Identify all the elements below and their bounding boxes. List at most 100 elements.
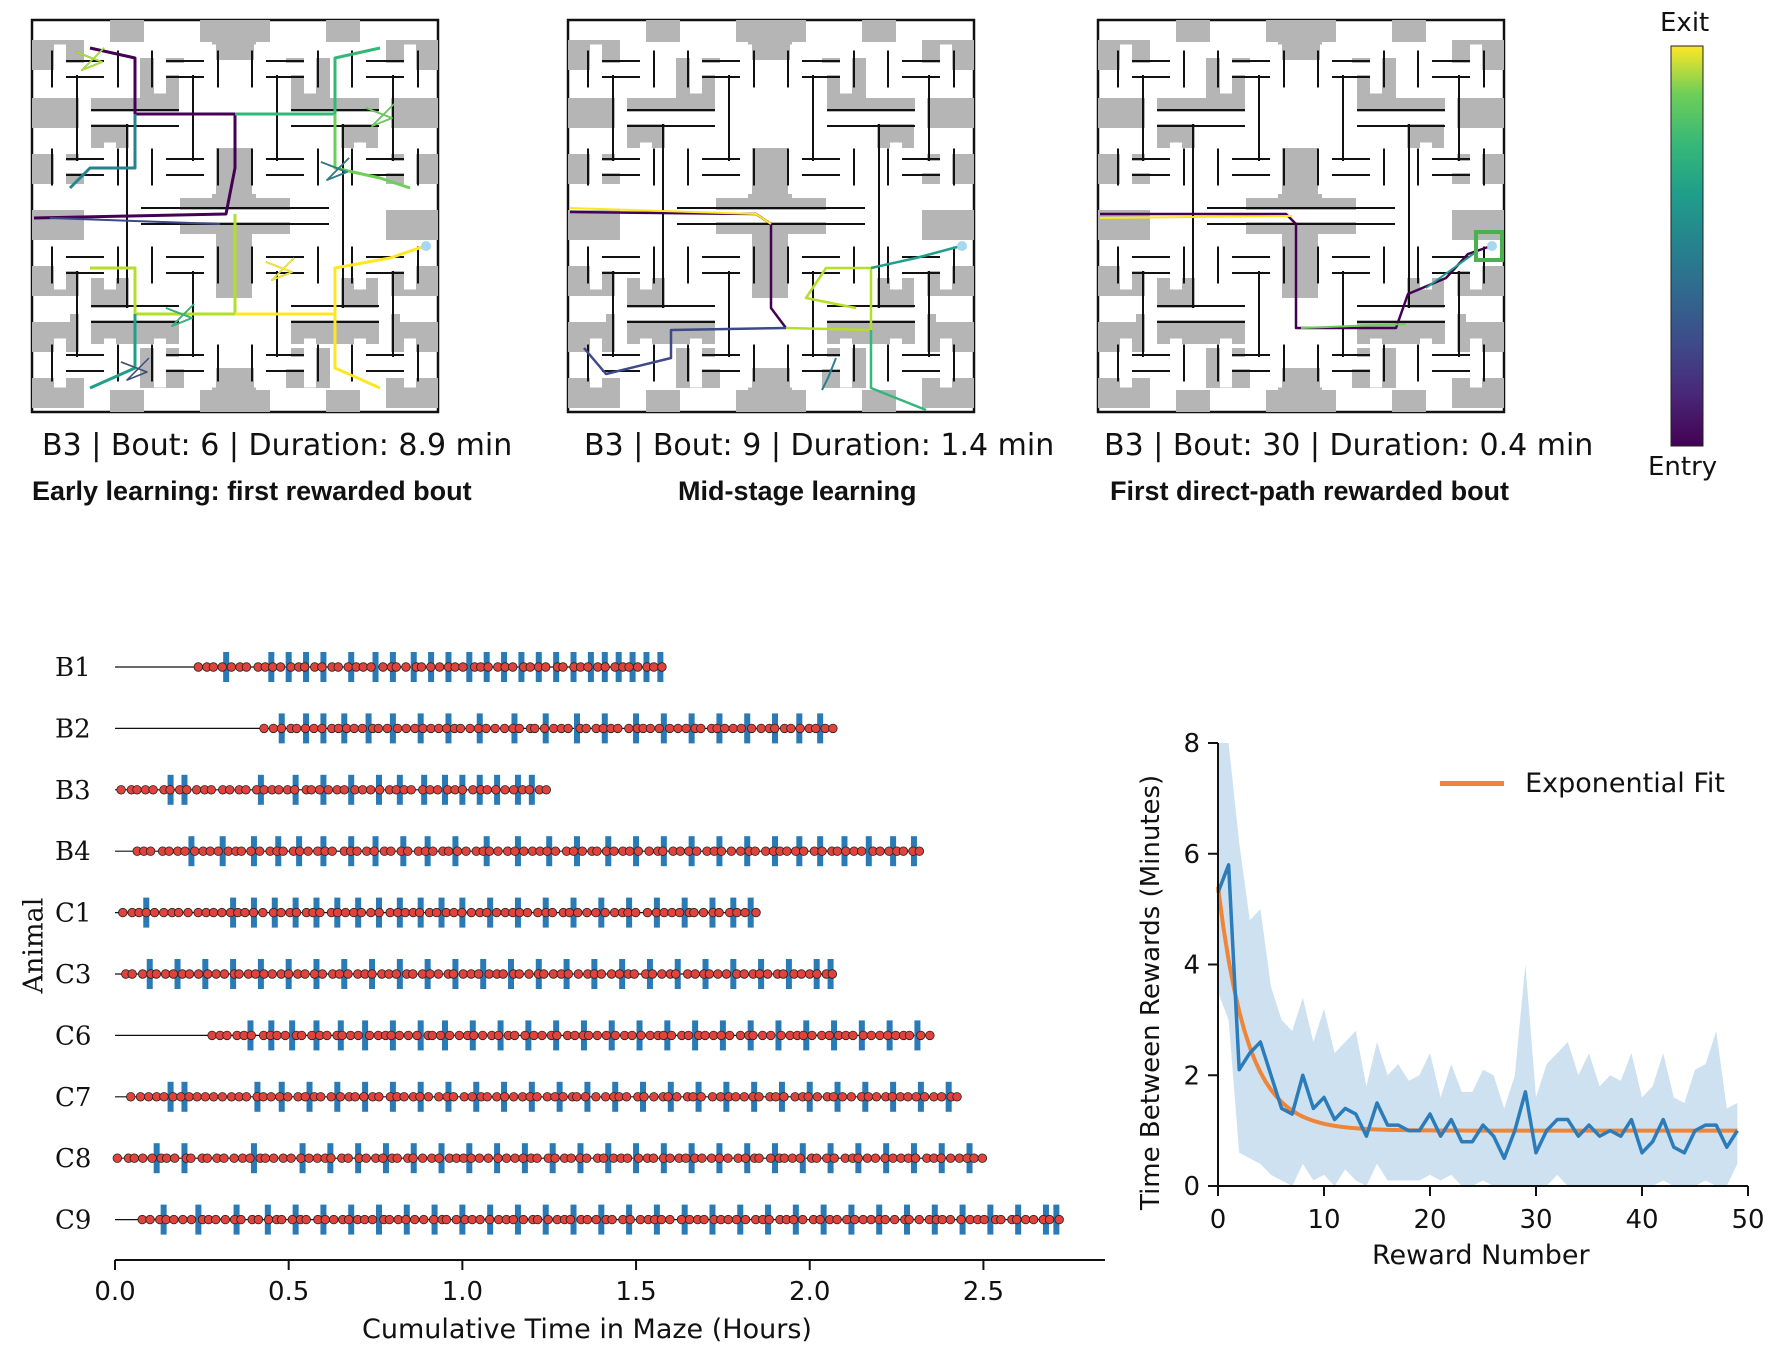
maze-corridor [254, 44, 266, 94]
event-dot [218, 785, 228, 795]
animal-label: B4 [55, 837, 91, 867]
reward-tick [695, 1081, 702, 1112]
maze-corridor [1151, 112, 1251, 124]
event-dot [275, 1092, 285, 1102]
event-dot [181, 1153, 192, 1163]
maze-block [326, 390, 360, 412]
maze-block [110, 390, 144, 412]
event-dot [467, 1214, 477, 1225]
event-dot [415, 1092, 425, 1102]
event-dot [642, 662, 652, 672]
event-dot [419, 1214, 429, 1225]
event-dot [443, 785, 453, 795]
reward-tick [476, 774, 483, 805]
reward-tick [514, 897, 521, 928]
reward-tick [591, 959, 598, 989]
reward-tick [660, 836, 667, 867]
event-dot [624, 723, 634, 734]
event-dot [633, 1092, 643, 1102]
maze-corridor [715, 69, 727, 167]
maze-block [736, 390, 806, 412]
event-dot [474, 1153, 485, 1163]
reward-tick [664, 1020, 671, 1051]
reward-tick [230, 897, 237, 928]
event-dot [352, 1214, 363, 1225]
reward-tick [459, 774, 466, 805]
reward-tick [466, 1143, 473, 1174]
event-dot [903, 1153, 914, 1163]
event-dot [795, 723, 805, 734]
event-dot [367, 1092, 378, 1102]
maze-corridor [1170, 240, 1182, 290]
reward-tick [890, 836, 897, 867]
maze-corridor [1170, 338, 1182, 388]
maze-corridor [1220, 338, 1232, 388]
event-dot [482, 1092, 492, 1102]
event-dot [761, 846, 771, 856]
reward-tick [525, 1020, 532, 1051]
event-dot [369, 846, 379, 856]
event-dot [744, 1030, 754, 1041]
event-dot [481, 723, 491, 734]
reward-tick [640, 1081, 646, 1112]
event-dot [197, 1214, 208, 1225]
reward-tick [445, 1081, 452, 1112]
reward-tick [890, 1081, 897, 1112]
event-dot [229, 1153, 239, 1163]
event-dot [335, 1092, 346, 1102]
trajectory [49, 217, 221, 225]
event-dot [484, 969, 494, 979]
event-dot [681, 1153, 691, 1163]
reward-tick [355, 897, 362, 928]
event-dot [403, 1030, 414, 1041]
reward-tick [521, 1143, 528, 1174]
maze-corridor [896, 161, 946, 173]
event-dot [437, 1214, 447, 1225]
trajectory [68, 114, 137, 190]
event-dot [945, 1153, 956, 1163]
event-dot [137, 1214, 147, 1225]
event-dot [514, 723, 525, 734]
maze-corridor [621, 308, 721, 320]
event-dot [575, 1153, 585, 1163]
mean-line [1216, 863, 1739, 1161]
maze-corridor [1170, 44, 1182, 94]
decay-ylabel-text: Time Between Rewards (Minutes) [1136, 774, 1166, 1210]
event-dot [785, 1030, 795, 1041]
event-dot [748, 1092, 758, 1102]
decay-x-tick-label: 30 [1519, 1205, 1552, 1235]
event-dot [740, 1153, 751, 1163]
trajectory [569, 207, 772, 225]
event-dot [441, 723, 452, 734]
maze-corridor [740, 44, 752, 94]
reward-tick [747, 1020, 754, 1051]
reward-tick [445, 713, 452, 744]
reward-tick [577, 1143, 584, 1174]
event-dot [598, 1153, 609, 1163]
event-dot [276, 723, 287, 734]
event-dot [449, 723, 460, 734]
event-dot [426, 723, 436, 734]
event-dot [707, 1092, 718, 1102]
event-dot [410, 1214, 420, 1225]
event-dot [772, 969, 783, 979]
event-dot [315, 907, 325, 918]
event-dot [373, 723, 384, 734]
reward-tick [365, 713, 372, 744]
event-dot [806, 1153, 817, 1163]
event-dot [714, 907, 724, 918]
event-dot [197, 1153, 207, 1163]
event-dot [426, 662, 436, 672]
reward-tick [219, 836, 226, 867]
event-dot [476, 662, 486, 672]
event-dot [757, 1030, 768, 1041]
reward-tick [692, 1020, 699, 1051]
event-dot [129, 1153, 140, 1163]
event-dot [600, 662, 610, 672]
maze-corridor [1470, 44, 1482, 94]
maze-corridor [160, 63, 210, 75]
reward-tick [626, 1204, 633, 1235]
event-dot [591, 723, 601, 734]
maze-corridor [1370, 240, 1382, 290]
event-dot [589, 969, 600, 979]
